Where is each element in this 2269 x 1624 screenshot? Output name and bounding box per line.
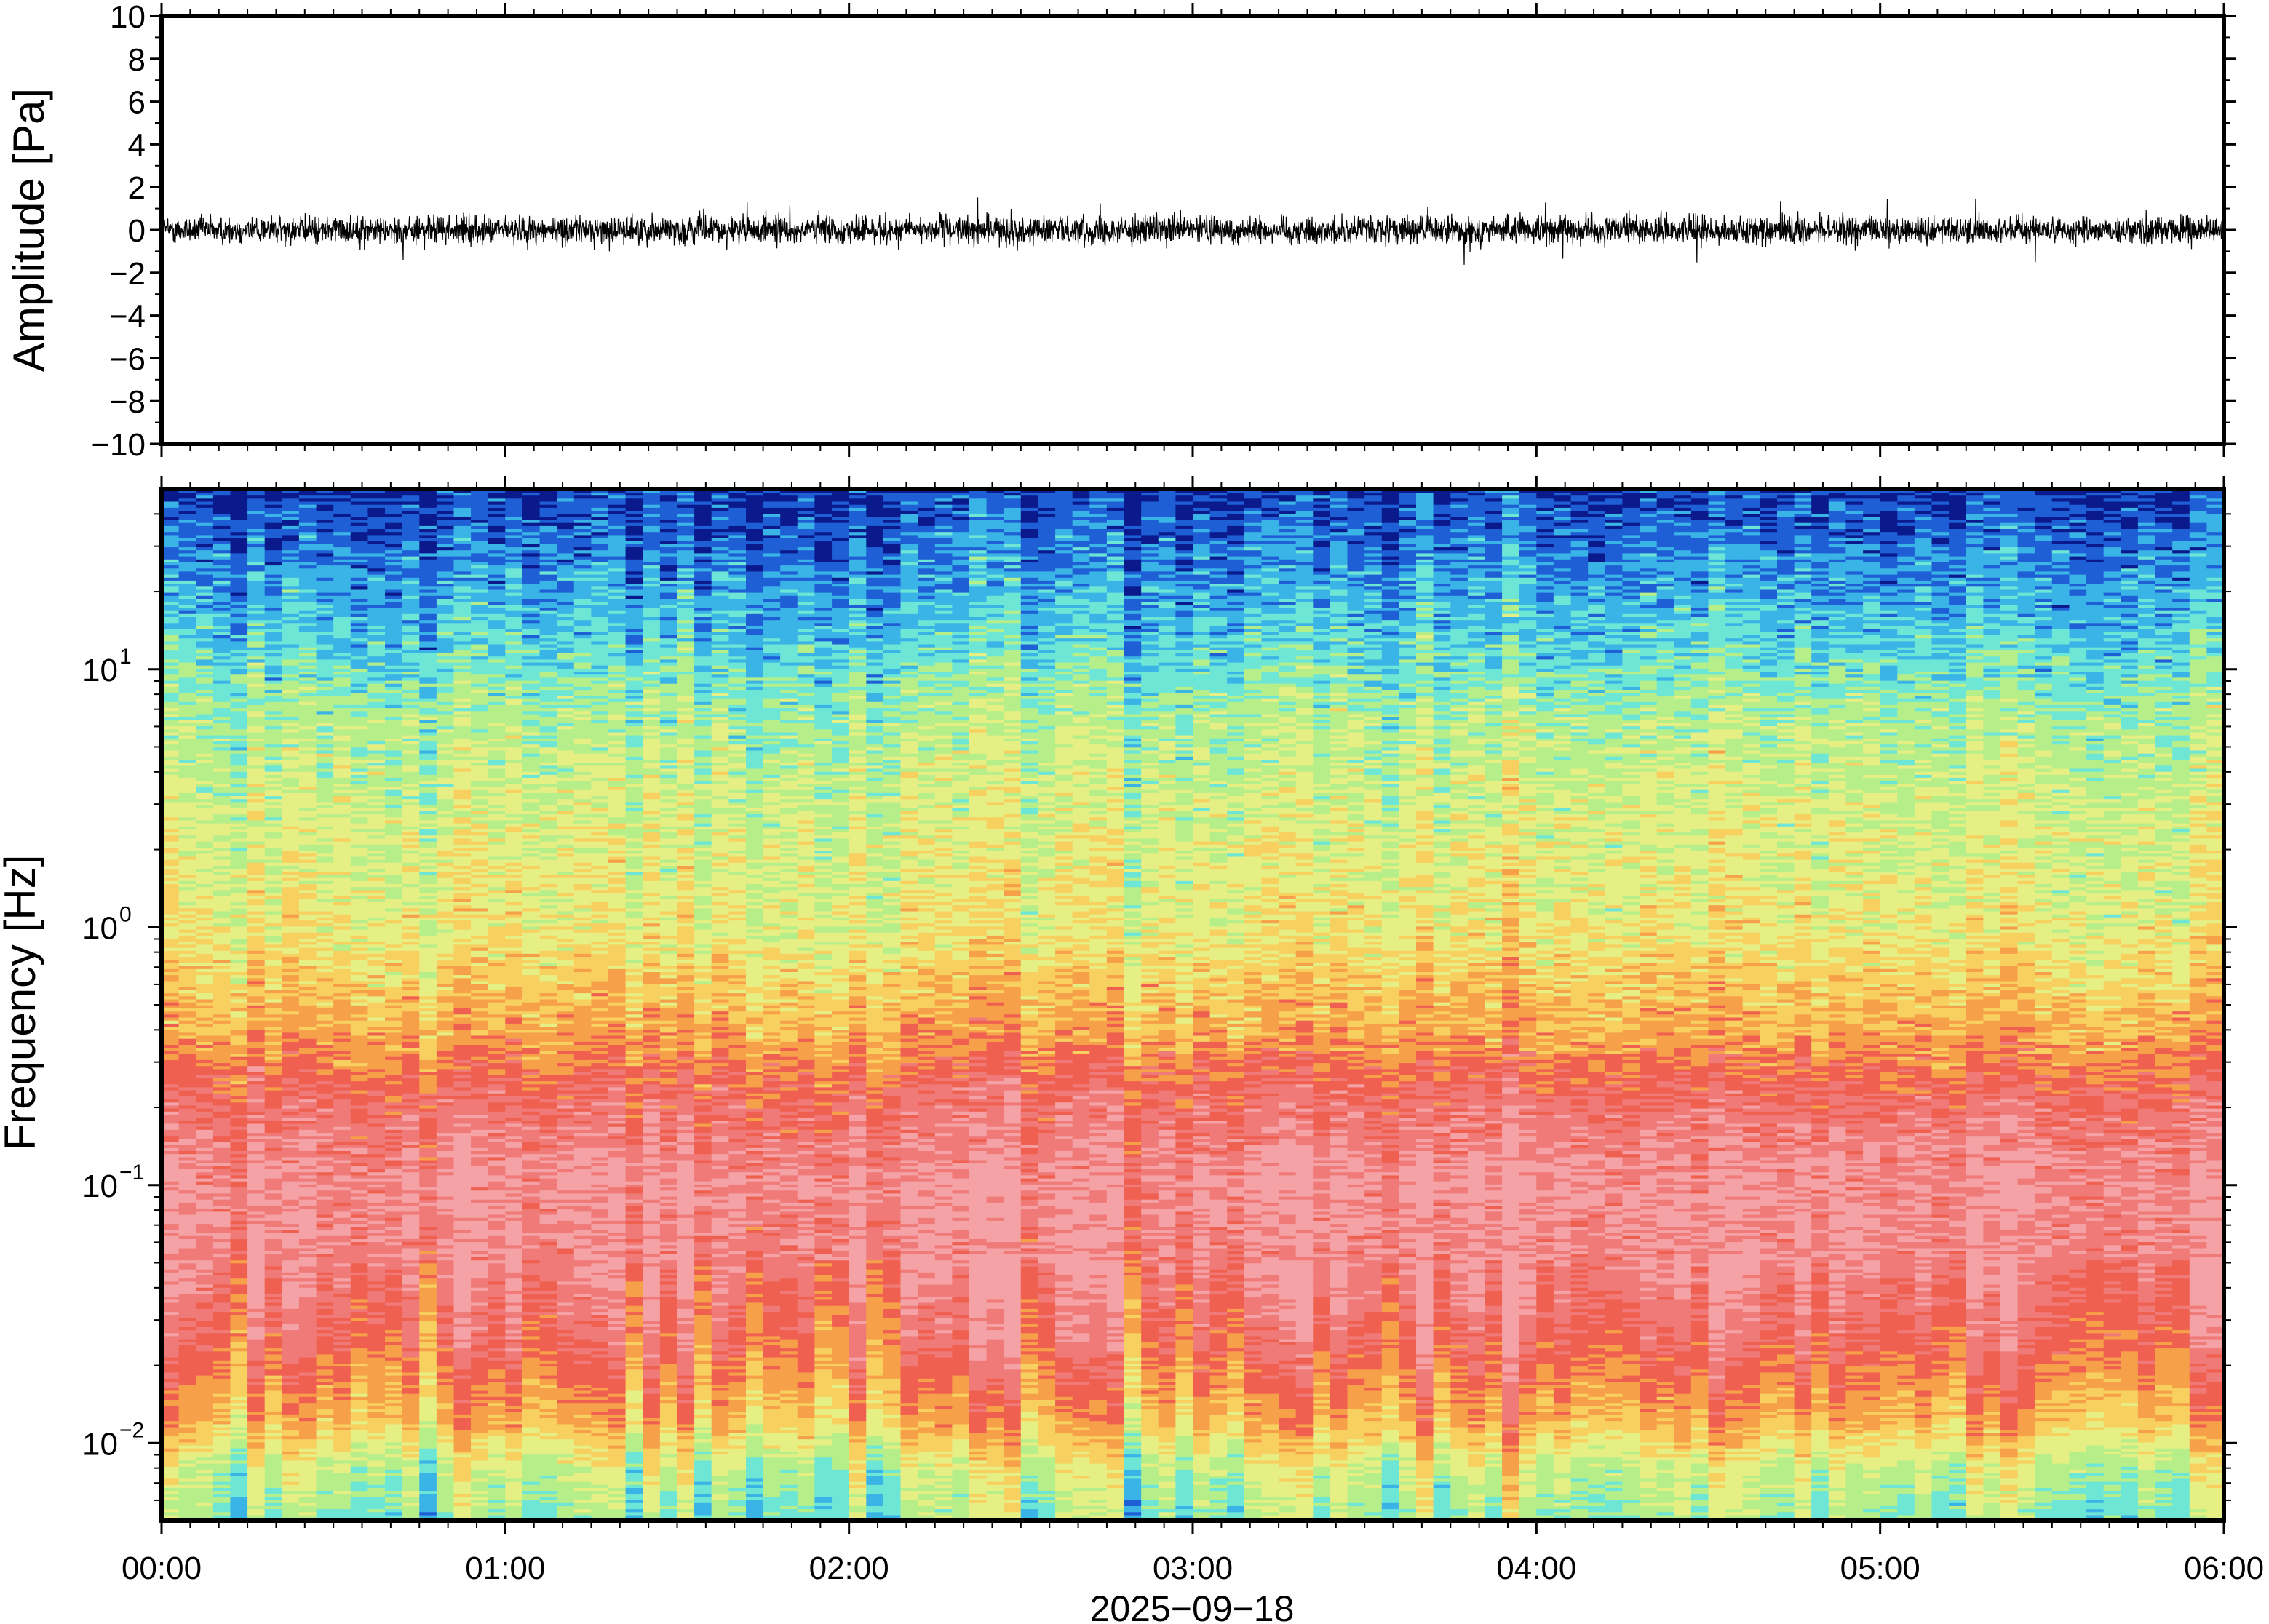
waveform-y-tick-label: 0 (128, 213, 146, 249)
waveform-y-tick-label: 8 (128, 42, 146, 78)
waveform-y-tick-label: 2 (128, 170, 146, 206)
waveform-y-tick-label: 4 (128, 127, 146, 163)
waveform-y-tick-label: −2 (109, 256, 146, 292)
waveform-y-tick-label: −4 (109, 299, 146, 335)
waveform-y-tick-label: −6 (109, 341, 146, 377)
waveform-y-tick-label: 6 (128, 85, 146, 121)
waveform-y-tick-label: −10 (91, 427, 146, 463)
waveform-y-tick-label: −8 (109, 384, 146, 420)
waveform-y-axis-label: Amplitude [Pa] (4, 88, 53, 372)
waveform-panel: 10 8 6 4 2 0 −2 −4 −6 −8 −10 Amplitude [Pa] (4, 0, 2236, 463)
waveform-y-tick-label: 10 (110, 0, 146, 35)
spectrogram-heatmap (162, 489, 2225, 1521)
